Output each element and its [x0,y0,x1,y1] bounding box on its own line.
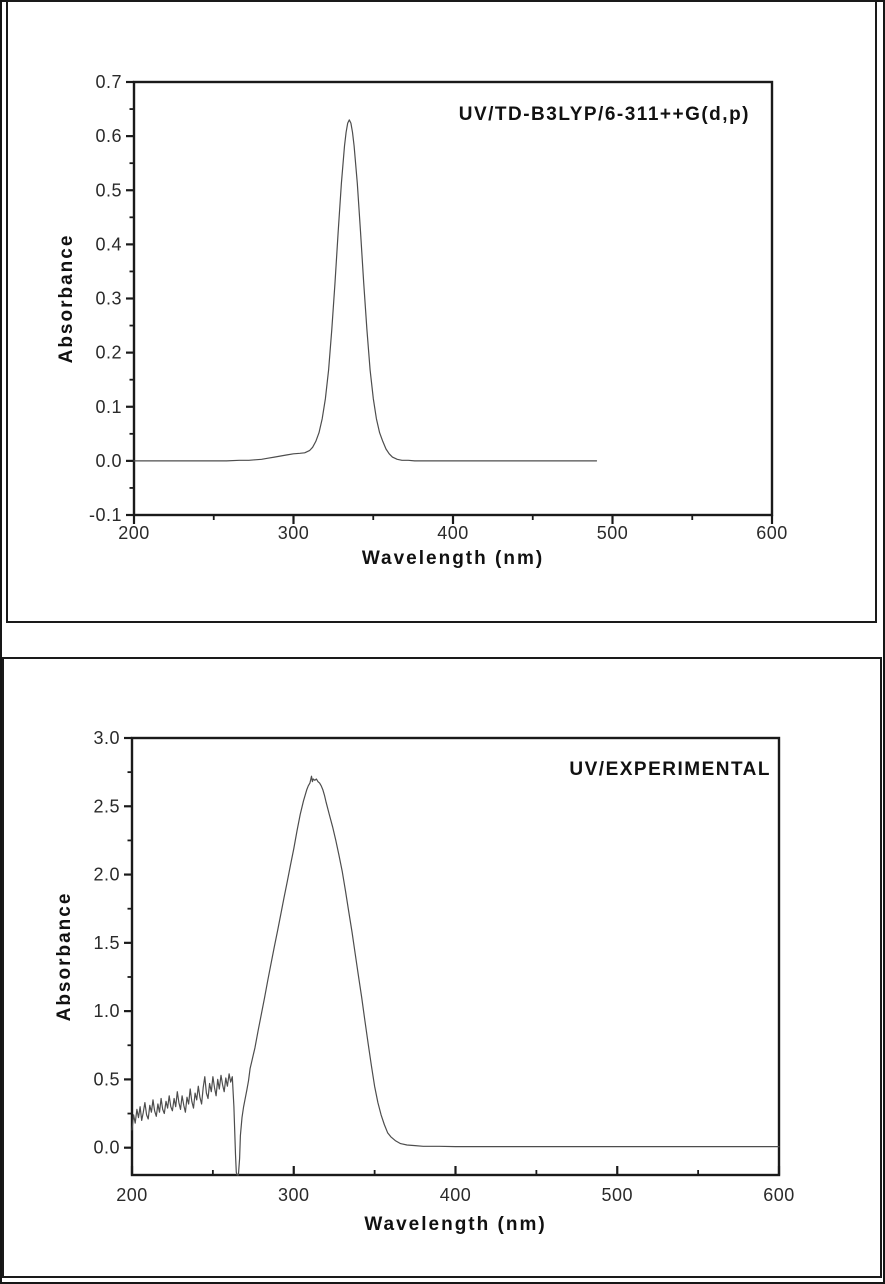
y-tick-label: 0.0 [93,1138,120,1158]
y-tick-label: 0.3 [95,289,122,309]
y-tick-label: 0.4 [95,234,122,254]
y-tick-label: 2.5 [93,796,120,816]
experimental-spectrum-chart: 200 300 400 500 600 3.0 2.5 2.0 1.5 1.0 0.5 0.0 Wave… [54,728,795,1235]
y-tick-label: 0.5 [95,180,122,200]
plot-box [132,80,774,517]
chart-title-annotation: UV/TD-B3LYP/6-311++G(d,p) [459,104,750,125]
spectrum-curve [133,119,598,462]
x-tick-label: 400 [440,1185,472,1205]
chart-title-annotation: UV/EXPERIMENTAL [569,759,771,780]
y-axis-label: Absorbance [56,234,77,364]
y-tick-label: -0.1 [89,505,122,525]
x-tick-label: 600 [763,1185,795,1205]
y-tick-label: 0.7 [95,72,122,92]
x-tick-label: 300 [278,523,310,543]
x-tick-label: 300 [278,1185,310,1205]
y-tick-label: 0.0 [95,451,122,471]
computed-spectrum-chart: 200 300 400 500 600 0.7 0.6 0.5 0.4 0.3 0.2 0.1 0.0 -… [56,72,788,569]
x-tick-label: 500 [597,523,629,543]
x-tick-label: 600 [756,523,788,543]
axis-ticks [126,80,774,524]
x-tick-label: 200 [116,1185,148,1205]
x-axis-label: Wavelength (nm) [362,548,544,569]
y-tick-label: 0.5 [93,1069,120,1089]
y-tick-label: 2.0 [93,865,120,885]
y-tick-label: 0.2 [95,343,122,363]
y-tick-label: 3.0 [93,728,120,748]
y-axis-label: Absorbance [54,892,75,1022]
x-tick-label: 400 [437,523,469,543]
axis-ticks [124,736,781,1175]
y-tick-label: 0.1 [95,397,122,417]
x-tick-label: 500 [601,1185,633,1205]
spectrum-curve [131,775,780,1176]
x-axis-label: Wavelength (nm) [364,1214,546,1235]
experimental-spectrum-panel: 200 300 400 500 600 3.0 2.5 2.0 1.5 1.0 0.5 0.0 Wave… [2,657,882,1278]
y-tick-label: 1.0 [93,1001,120,1021]
computed-spectrum-panel: 200 300 400 500 600 0.7 0.6 0.5 0.4 0.3 0.2 0.1 0.0 -… [6,0,877,623]
x-tick-label: 200 [118,523,150,543]
plot-box [130,736,781,1177]
y-tick-label: 1.5 [93,933,120,953]
y-tick-label: 0.6 [95,126,122,146]
